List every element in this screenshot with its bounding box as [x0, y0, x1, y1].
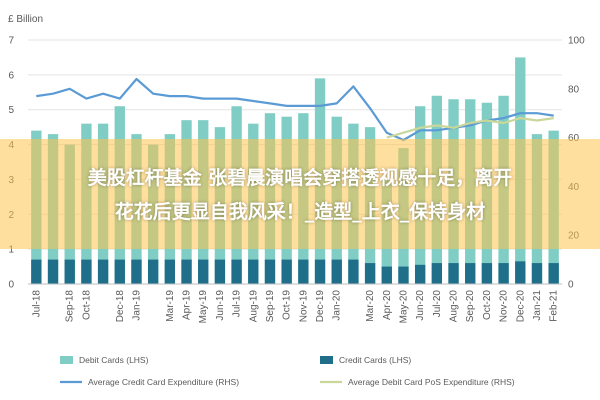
credit-card-bar [331, 259, 342, 284]
x-tick-label: Nov-20 [499, 290, 510, 323]
x-tick-label: Mar-20 [365, 290, 376, 322]
x-tick-label: Dec-19 [315, 290, 326, 323]
legend: Debit Cards (LHS) Credit Cards (LHS) Avera… [60, 355, 515, 387]
credit-card-bar [47, 259, 59, 284]
credit-expenditure-line [36, 77, 554, 142]
credit-card-bar [314, 259, 326, 284]
credit-card-bar [114, 259, 125, 284]
x-tick-label: Oct-19 [282, 290, 293, 320]
overlay-line-1: 美股杠杆基金 张碧晨演唱会穿搭透视感十足，离开 [87, 167, 513, 189]
x-tick-label: Nov-19 [298, 290, 309, 323]
credit-card-bar [515, 261, 526, 284]
lines [36, 77, 554, 142]
x-tick-label: Apr-20 [382, 290, 393, 320]
right-tick-label: 100 [568, 36, 585, 47]
x-tick-label: Jan-21 [532, 290, 543, 321]
legend-swatch [320, 356, 333, 364]
credit-card-bar [264, 259, 276, 284]
x-tick-label: Jul-20 [432, 290, 443, 318]
left-tick-label: 0 [8, 280, 14, 291]
left-tick-label: 7 [8, 36, 14, 47]
overlay-banner [0, 139, 600, 249]
credit-card-bar [281, 259, 292, 284]
credit-card-bar [431, 263, 443, 284]
legend-label: Credit Cards (LHS) [339, 355, 411, 365]
credit-card-bar [398, 266, 409, 284]
overlay-line-2: 花花后更显自我风采！_造型_上衣_保持身材 [114, 201, 486, 223]
left-tick-label: 5 [8, 105, 14, 116]
credit-card-bar [414, 264, 426, 284]
x-tick-label: Jan-20 [332, 290, 343, 321]
x-tick-label: Jul-19 [232, 290, 243, 318]
credit-card-bar [214, 259, 226, 284]
credit-card-bar [231, 259, 242, 284]
right-tick-label: 80 [568, 84, 580, 95]
x-tick-label: Aug-20 [449, 290, 460, 323]
x-tick-label: Apr-19 [182, 290, 193, 320]
credit-card-bar [348, 259, 359, 284]
credit-card-bar [198, 259, 209, 284]
credit-card-bar [81, 259, 92, 284]
credit-card-bar [548, 263, 559, 284]
credit-card-bar [364, 263, 376, 284]
x-tick-label: Jun-20 [415, 290, 426, 321]
credit-card-bar [147, 259, 159, 284]
axes: £ Billion 01234567020406080100Jul-18Sep-… [8, 14, 585, 323]
x-tick-label: Sep-20 [465, 290, 476, 323]
credit-card-bar [448, 263, 459, 284]
legend-label: Average Credit Card Expenditure (RHS) [88, 377, 239, 387]
overlay-caption: 美股杠杆基金 张碧晨演唱会穿搭透视感十足，离开 花花后更显自我风采！_造型_上衣… [0, 161, 600, 229]
credit-card-bar [181, 259, 192, 284]
x-tick-label: Dec-20 [515, 290, 526, 323]
x-tick-label: Mar-19 [165, 290, 176, 322]
credit-card-bar [481, 263, 493, 284]
x-tick-label: Dec-18 [115, 290, 126, 323]
credit-card-bar [465, 263, 476, 284]
credit-card-bar [498, 263, 509, 284]
legend-swatch [60, 356, 73, 364]
credit-card-bar [131, 259, 142, 284]
left-tick-label: 1 [8, 245, 14, 256]
x-tick-label: May-19 [198, 290, 209, 324]
debit-pos-expenditure-line [386, 117, 554, 139]
x-tick-label: Sep-18 [65, 290, 76, 323]
credit-card-bar [164, 259, 176, 284]
right-tick-label: 60 [568, 133, 580, 144]
x-tick-label: Sep-19 [265, 290, 276, 323]
credit-card-bar [64, 259, 75, 284]
legend-label: Average Debit Card PoS Expenditure (RHS) [348, 377, 515, 387]
left-axis-unit-label: £ Billion [8, 14, 43, 25]
credit-card-bar [531, 263, 543, 284]
x-tick-label: Oct-20 [482, 290, 493, 320]
credit-card-bar [31, 259, 42, 284]
x-tick-label: Jun-19 [215, 290, 226, 321]
credit-card-bar [298, 259, 309, 284]
credit-card-bar [248, 259, 259, 284]
left-tick-label: 6 [8, 70, 14, 81]
x-tick-label: Aug-19 [248, 290, 259, 323]
credit-card-bar [381, 266, 392, 284]
legend-label: Debit Cards (LHS) [79, 355, 149, 365]
x-tick-label: Jan-19 [131, 290, 142, 321]
right-tick-label: 0 [568, 280, 574, 291]
x-tick-label: Jul-18 [31, 290, 42, 318]
x-tick-label: Feb-21 [549, 290, 560, 322]
credit-card-bar [97, 259, 109, 284]
x-tick-label: May-20 [398, 290, 409, 324]
x-tick-label: Oct-18 [81, 290, 92, 320]
